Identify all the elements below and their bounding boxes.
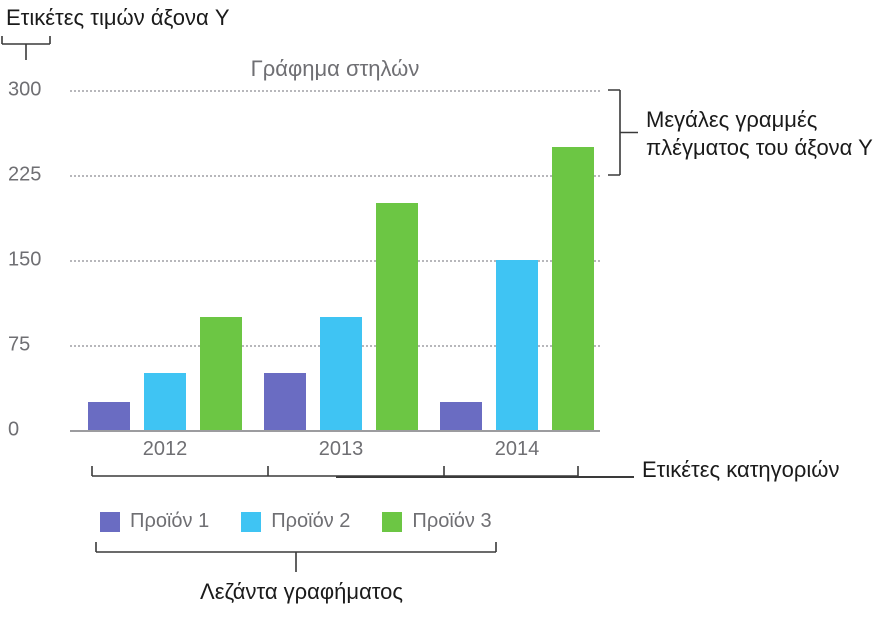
y-tick-225: 225 xyxy=(8,164,68,187)
bracket-legend xyxy=(96,542,496,572)
bar-2013-series1 xyxy=(264,373,306,430)
x-tick-2013: 2013 xyxy=(319,438,364,461)
x-tick-2014: 2014 xyxy=(495,438,540,461)
bar-2013-series2 xyxy=(320,317,362,430)
y-tick-75: 75 xyxy=(8,334,68,357)
plot-area xyxy=(70,90,600,430)
legend-label-2: Προϊόν 2 xyxy=(271,510,350,533)
bracket-category-labels xyxy=(92,466,578,490)
legend-label-1: Προϊόν 1 xyxy=(130,510,209,533)
bar-group-2013 xyxy=(264,90,418,430)
bar-2012-series1 xyxy=(88,402,130,430)
annotation-chart-legend: Λεζάντα γραφήματος xyxy=(200,578,403,606)
bar-group-2014 xyxy=(440,90,594,430)
bar-2013-series3 xyxy=(376,203,418,430)
bar-2014-series1 xyxy=(440,402,482,430)
chart-title: Γράφημα στηλών xyxy=(220,56,450,82)
bar-2014-series2 xyxy=(496,260,538,430)
legend-label-3: Προϊόν 3 xyxy=(412,510,491,533)
leader-category-labels xyxy=(336,476,634,478)
y-tick-0: 0 xyxy=(8,419,68,442)
legend-swatch-3 xyxy=(382,512,402,532)
legend-swatch-1 xyxy=(100,512,120,532)
legend-item-2: Προϊόν 2 xyxy=(241,510,350,533)
legend-swatch-2 xyxy=(241,512,261,532)
annotation-y-value-labels: Ετικέτες τιμών άξονα Y xyxy=(6,4,230,32)
x-tick-2012: 2012 xyxy=(143,438,188,461)
y-tick-150: 150 xyxy=(8,249,68,272)
bars-container xyxy=(70,90,600,430)
bar-2012-series2 xyxy=(144,373,186,430)
legend-item-3: Προϊόν 3 xyxy=(382,510,491,533)
bar-2014-series3 xyxy=(552,147,594,430)
baseline-0 xyxy=(70,430,600,432)
annotation-category-labels: Ετικέτες κατηγοριών xyxy=(642,456,872,484)
legend-item-1: Προϊόν 1 xyxy=(100,510,209,533)
annotation-major-gridlines: Μεγάλες γραμμές πλέγματος του άξονα Υ xyxy=(646,106,876,161)
y-tick-300: 300 xyxy=(8,79,68,102)
bar-group-2012 xyxy=(88,90,242,430)
legend: Προϊόν 1 Προϊόν 2 Προϊόν 3 xyxy=(100,510,492,533)
bar-2012-series3 xyxy=(200,317,242,430)
bracket-major-gridlines xyxy=(608,90,638,175)
bracket-y-value-labels xyxy=(2,36,50,62)
